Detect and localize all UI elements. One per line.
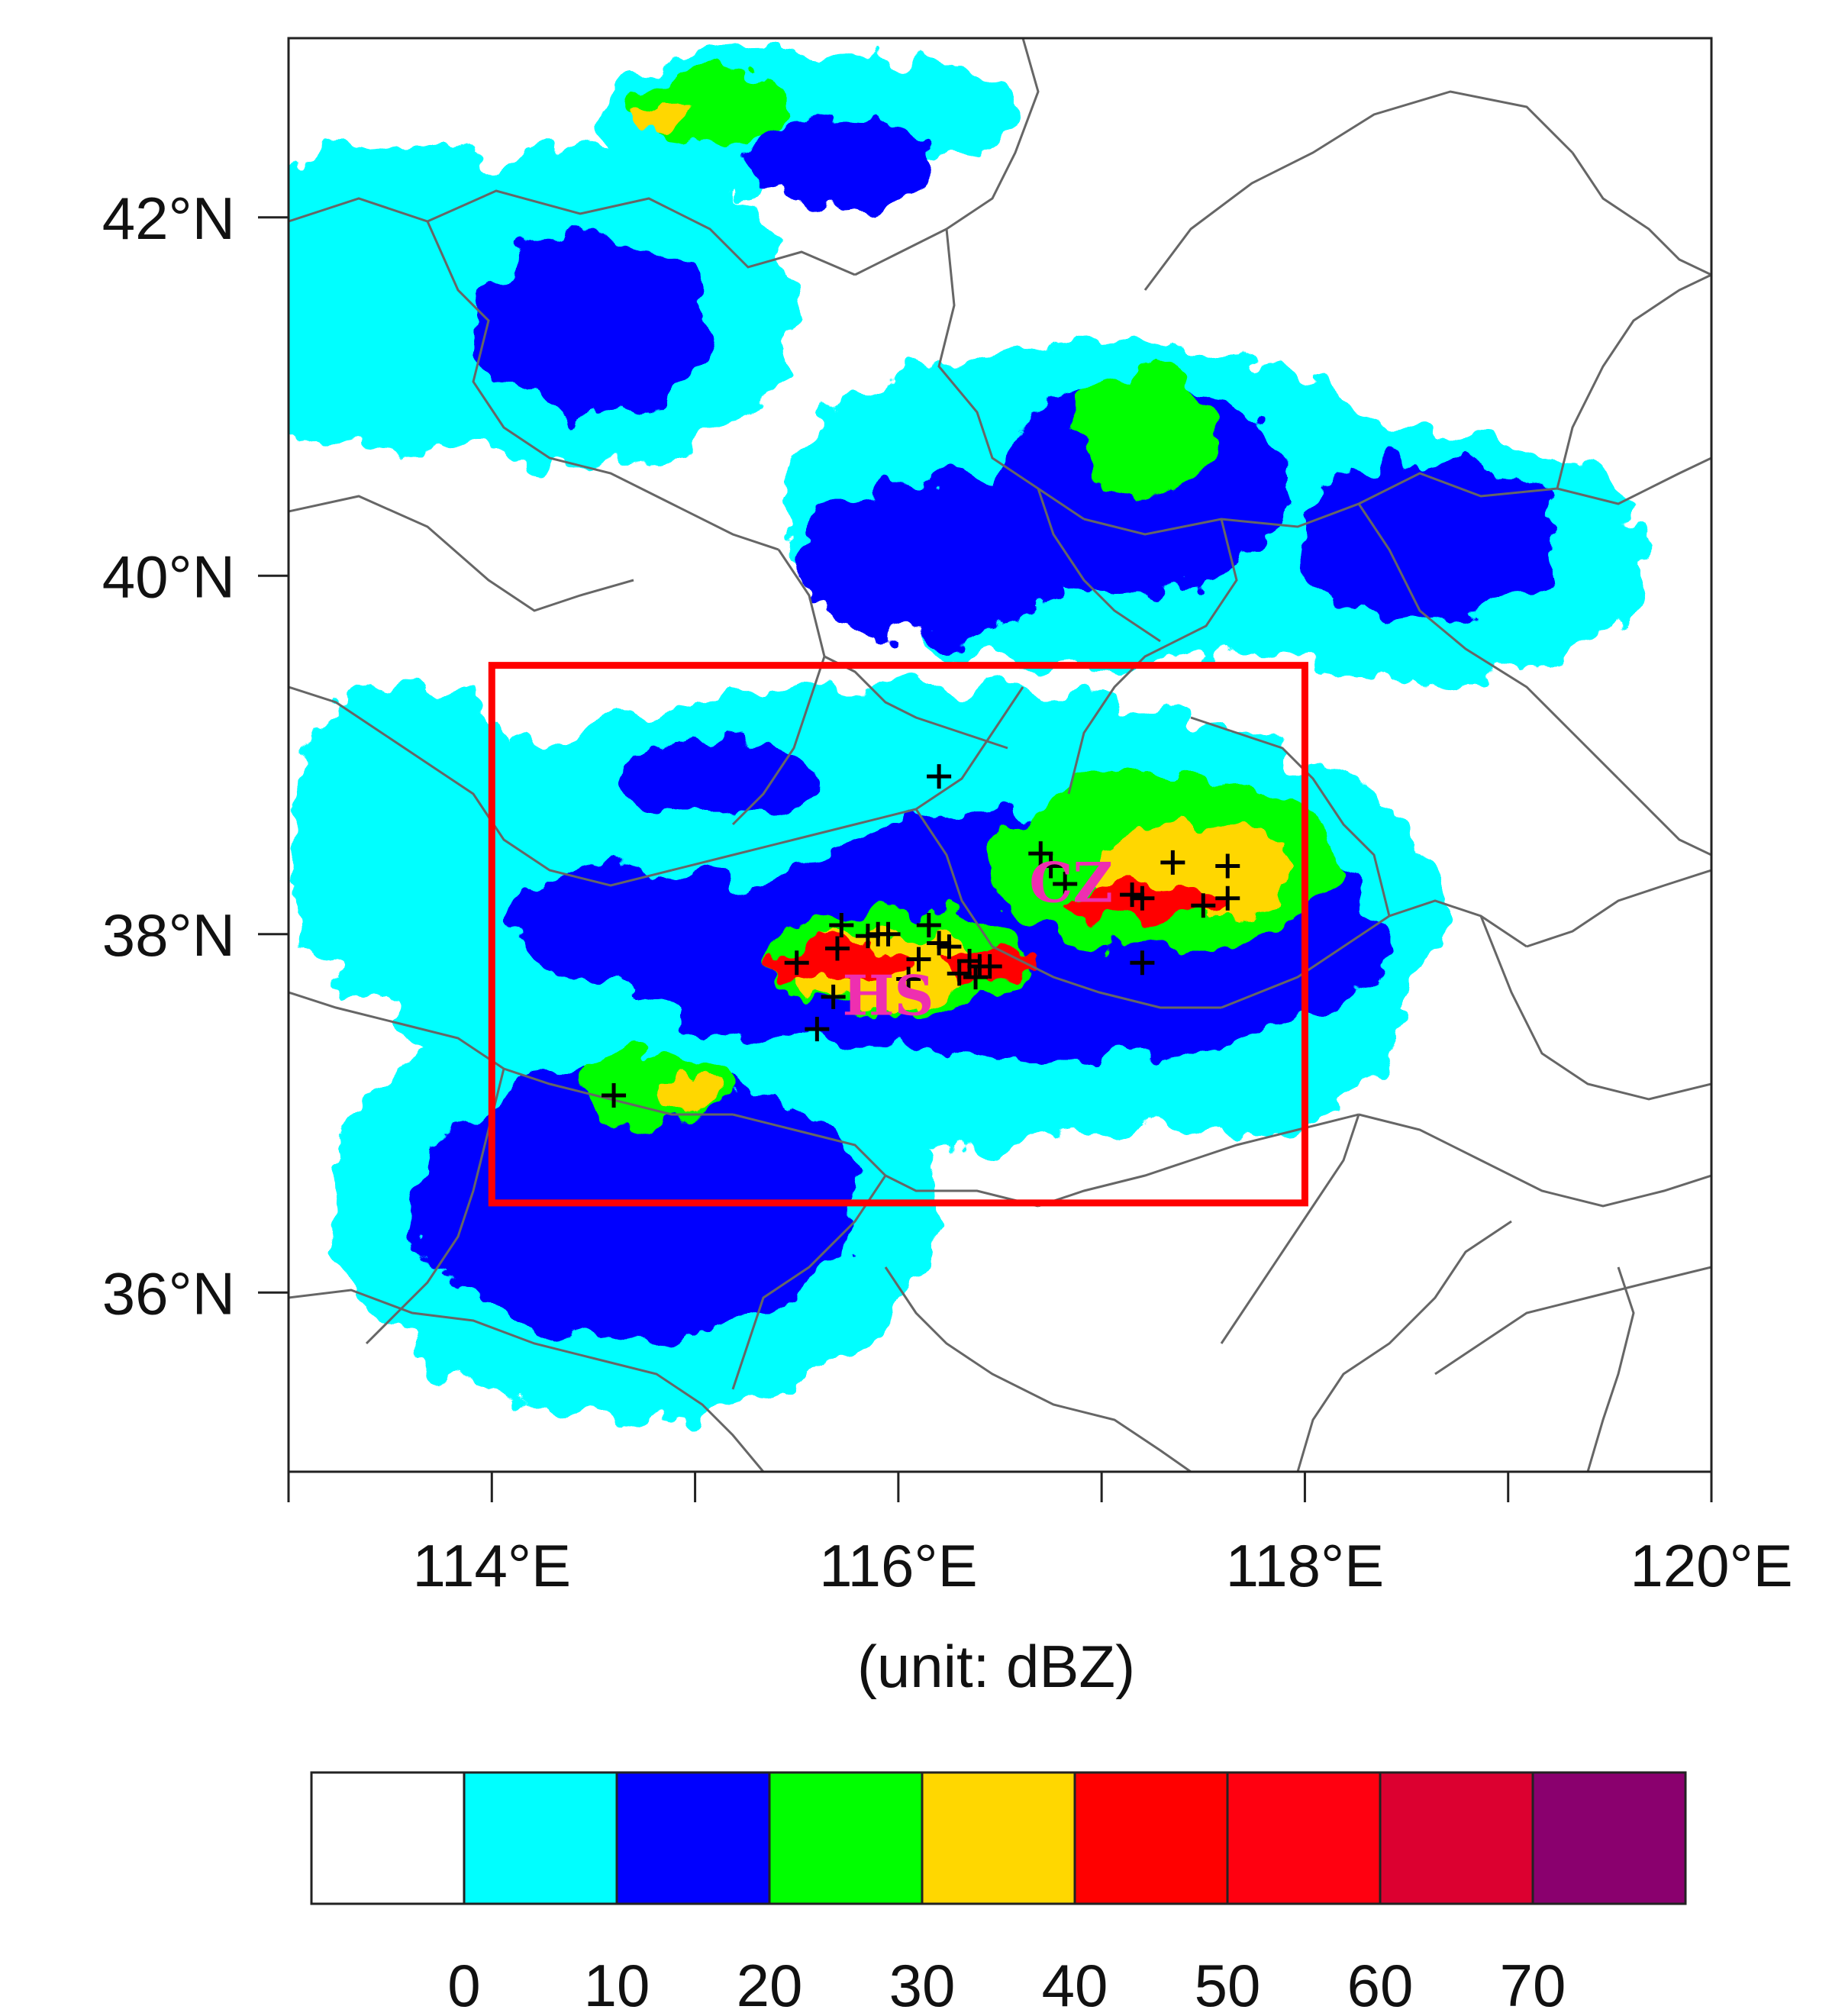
x-tick-label-0: 114°E — [412, 1532, 571, 1599]
map-frame — [287, 37, 1713, 1473]
marker-12 — [829, 913, 854, 938]
marker-23 — [957, 948, 982, 973]
x-tick-label-3: 120°E — [1630, 1532, 1792, 1599]
reflectivity-region-30dbz-20 — [634, 73, 797, 146]
reflectivity-region-20dbz-14 — [1295, 459, 1560, 621]
colorbar-label-5: 50 — [1195, 1952, 1261, 2016]
marker-6 — [1160, 850, 1185, 875]
city-label-hs: HS — [843, 963, 934, 1027]
marker-28 — [805, 1017, 830, 1042]
marker-29 — [602, 1083, 627, 1108]
marker-25 — [977, 954, 1002, 979]
marker-21 — [896, 966, 921, 992]
colorbar-label-3: 30 — [889, 1952, 956, 2016]
observation-markers — [602, 764, 1240, 1108]
marker-19 — [937, 934, 962, 960]
reflectivity-layer — [289, 47, 1651, 1418]
reflectivity-region-40dbz-28 — [634, 106, 675, 132]
colorbar-box-5 — [1073, 1771, 1229, 1905]
colorbar-box-3 — [768, 1771, 924, 1905]
colorbar-box-1 — [463, 1771, 618, 1905]
x-tick-label-2: 118°E — [1226, 1532, 1385, 1599]
reflectivity-region-20dbz-11 — [746, 118, 929, 209]
marker-13 — [824, 936, 850, 961]
unit-label: (unit: dBZ) — [857, 1633, 1135, 1700]
province-boundaries — [289, 38, 1711, 1472]
reflectivity-region-50dbz-30 — [766, 939, 909, 983]
marker-27 — [821, 984, 846, 1009]
reflectivity-region-30dbz-21 — [1071, 369, 1214, 495]
reflectivity-region-20dbz-18 — [614, 746, 818, 818]
marker-1 — [1028, 841, 1053, 866]
marker-16 — [876, 921, 901, 947]
marker-3 — [1053, 872, 1078, 897]
marker-4 — [1120, 882, 1145, 908]
x-tick-label-1: 116°E — [819, 1532, 978, 1599]
colorbar-label-6: 60 — [1347, 1952, 1414, 2016]
marker-0 — [927, 764, 952, 789]
marker-26 — [963, 965, 989, 990]
colorbar-box-7 — [1379, 1771, 1534, 1905]
reflectivity-region-20dbz-10 — [481, 235, 705, 414]
reflectivity-region-10dbz-8 — [289, 683, 533, 1006]
colorbar-box-2 — [615, 1771, 771, 1905]
y-tick-label-0: 36°N — [102, 1260, 235, 1327]
colorbar-label-2: 20 — [737, 1952, 803, 2016]
marker-10 — [1130, 950, 1155, 976]
y-tick-label-1: 38°N — [102, 902, 235, 969]
marker-17 — [916, 913, 941, 938]
colorbar-label-1: 10 — [584, 1952, 650, 2016]
city-label-cz: CZ — [1029, 850, 1113, 914]
colorbar-label-7: 70 — [1500, 1952, 1566, 2016]
marker-2 — [1038, 853, 1063, 879]
study-area-box — [488, 662, 1308, 1207]
colorbar: 0 10 20 30 40 50 60 70 — [310, 1771, 1687, 2016]
marker-11 — [784, 950, 809, 976]
reflectivity-region-40dbz-27 — [654, 1077, 716, 1114]
marker-5 — [1130, 885, 1155, 911]
y-tick-label-3: 42°N — [102, 185, 235, 252]
axes: 36°N 38°N 40°N 42°N 114°E 116°E 118°E 120°E — [102, 185, 1793, 1599]
y-tick-label-2: 40°N — [102, 543, 235, 610]
marker-9 — [1215, 885, 1240, 911]
colorbar-box-6 — [1226, 1771, 1382, 1905]
marker-18 — [927, 931, 952, 956]
reflectivity-region-20dbz-17 — [511, 862, 756, 989]
colorbar-box-4 — [921, 1771, 1076, 1905]
colorbar-box-0 — [310, 1771, 466, 1905]
colorbar-label-4: 40 — [1042, 1952, 1108, 2016]
marker-20 — [906, 947, 931, 972]
colorbar-box-8 — [1531, 1771, 1687, 1905]
colorbar-label-0: 0 — [447, 1952, 480, 2016]
marker-8 — [1191, 893, 1216, 918]
marker-22 — [947, 961, 972, 986]
marker-7 — [1215, 853, 1240, 879]
